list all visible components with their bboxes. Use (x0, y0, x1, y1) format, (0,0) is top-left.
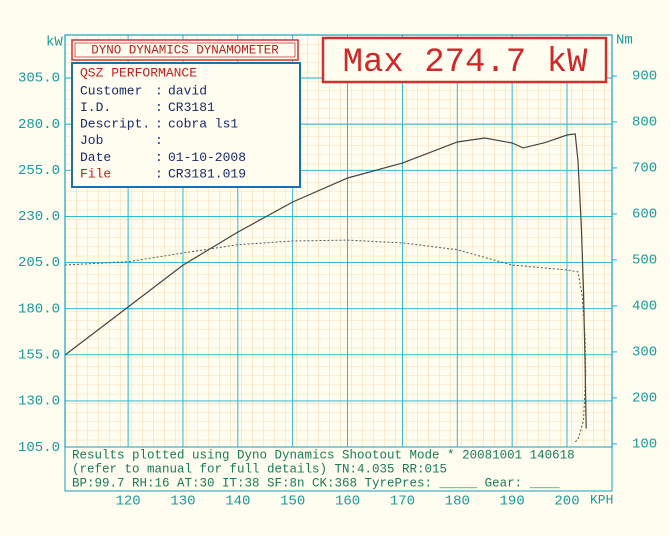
x-tick-label: 130 (170, 494, 195, 510)
info-value: CR3181 (168, 100, 215, 115)
y-tick-label: 105.0 (18, 440, 60, 456)
info-label: File (80, 166, 111, 181)
x-tick-label: 190 (500, 494, 525, 510)
y-tick-label: 205.0 (18, 255, 60, 271)
info-colon: : (155, 166, 163, 181)
info-value: cobra ls1 (168, 117, 238, 132)
y-tick-label: 130.0 (18, 394, 60, 410)
y2-tick-label: 300 (632, 345, 657, 361)
y2-tick-label: 800 (632, 115, 657, 131)
x-tick-label: 170 (390, 494, 415, 510)
chart-title: DYNO DYNAMICS DYNAMOMETER (91, 43, 279, 57)
y2-tick-label: 600 (632, 207, 657, 223)
x-axis-label: KPH (590, 492, 613, 507)
y-tick-label: 230.0 (18, 209, 60, 225)
info-label: Customer (80, 83, 142, 98)
grid (65, 35, 612, 448)
info-box (71, 62, 301, 188)
info-colon: : (155, 100, 163, 115)
x-tick-label: 180 (445, 494, 470, 510)
y-axis-label: kW (46, 35, 63, 51)
footer: Results plotted using Dyno Dynamics Shoo… (72, 448, 575, 490)
y2-tick-label: 500 (632, 253, 657, 269)
y-tick-label: 155.0 (18, 348, 60, 364)
info-colon: : (155, 150, 163, 165)
curve (64, 133, 587, 429)
y2-tick-label: 900 (632, 69, 657, 85)
y2-tick-label: 400 (632, 299, 657, 315)
info-fields: Customer: david I.D.: CR3181 Descript.: cobra… (80, 83, 246, 181)
max-box (321, 36, 608, 84)
info-colon: : (155, 83, 163, 98)
curve (64, 239, 587, 443)
info-label: I.D. (80, 100, 111, 115)
footer-box (64, 446, 613, 492)
y2-tick-label: 200 (632, 391, 657, 407)
y-tick-label: 180.0 (18, 301, 60, 317)
x-tick-label: 150 (280, 494, 305, 510)
y-tick-label: 305.0 (18, 71, 60, 87)
curves (64, 133, 587, 443)
footer-line: (refer to manual for full details) TN:4.… (72, 462, 447, 476)
y-tick-label: 255.0 (18, 163, 60, 179)
y2-tick-label: 700 (632, 161, 657, 177)
info-value: david (168, 83, 207, 98)
info-colon: : (155, 133, 163, 148)
info-colon: : (155, 117, 163, 132)
max-power: Max 274.7 kW (343, 44, 588, 82)
y2-axis-label: Nm (616, 33, 633, 49)
info-heading: QSZ PERFORMANCE (80, 65, 197, 80)
info-value: 01-10-2008 (168, 150, 246, 165)
x-tick-label: 200 (554, 494, 579, 510)
info-value: CR3181.019 (168, 166, 246, 181)
x-tick-label: 140 (225, 494, 250, 510)
info-label: Job (80, 133, 103, 148)
y-tick-label: 280.0 (18, 117, 60, 133)
info-label: Date (80, 150, 111, 165)
footer-line: BP:99.7 RH:16 AT:30 IT:38 SF:8n CK:368 T… (72, 476, 560, 490)
footer-line: Results plotted using Dyno Dynamics Shoo… (72, 448, 575, 462)
title-box-inner (74, 42, 296, 58)
x-tick-label: 120 (115, 494, 140, 510)
x-tick-label: 160 (335, 494, 360, 510)
info-label: Descript. (80, 117, 150, 132)
title-box (71, 39, 299, 61)
y2-tick-label: 100 (632, 437, 657, 453)
